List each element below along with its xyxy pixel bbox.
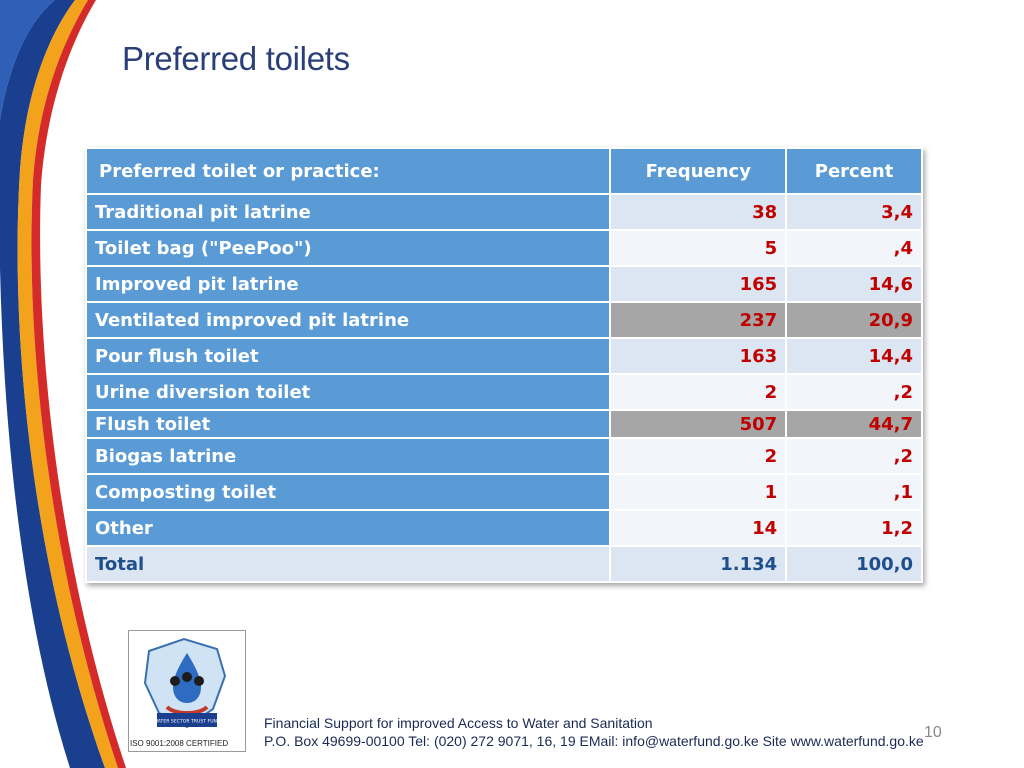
row-frequency: 237 <box>609 301 788 339</box>
row-label: Flush toilet <box>84 409 612 439</box>
table-row-highlighted: Flush toilet 507 44,7 <box>84 409 923 439</box>
row-label: Pour flush toilet <box>84 337 612 375</box>
row-label: Improved pit latrine <box>84 265 612 303</box>
row-label: Ventilated improved pit latrine <box>84 301 612 339</box>
table-row: Toilet bag ("PeePoo") 5 ,4 <box>84 229 923 267</box>
row-percent: 1,2 <box>785 509 923 547</box>
total-frequency: 1.134 <box>609 545 788 583</box>
iso-certified-caption: ISO 9001:2008 CERTIFIED <box>130 739 229 748</box>
row-percent: ,2 <box>785 373 923 411</box>
row-label: Other <box>84 509 612 547</box>
row-label: Biogas latrine <box>84 437 612 475</box>
row-frequency: 2 <box>609 437 788 475</box>
row-percent: 14,4 <box>785 337 923 375</box>
footer-contact: P.O. Box 49699-00100 Tel: (020) 272 9071… <box>264 733 924 749</box>
row-percent: ,1 <box>785 473 923 511</box>
logo-emblem: WATER SECTOR TRUST FUND <box>143 637 227 729</box>
row-frequency: 507 <box>609 409 788 439</box>
table-row: Traditional pit latrine 38 3,4 <box>84 193 923 231</box>
row-percent: ,4 <box>785 229 923 267</box>
page-number: 10 <box>924 724 942 741</box>
decorative-stripes <box>0 0 126 768</box>
row-percent: 20,9 <box>785 301 923 339</box>
row-frequency: 14 <box>609 509 788 547</box>
row-percent: 3,4 <box>785 193 923 231</box>
table-row: Urine diversion toilet 2 ,2 <box>84 373 923 411</box>
row-frequency: 5 <box>609 229 788 267</box>
page-title: Preferred toilets <box>122 40 350 77</box>
row-frequency: 38 <box>609 193 788 231</box>
header-preferred-toilet: Preferred toilet or practice: <box>84 147 612 195</box>
table-row: Other 14 1,2 <box>84 509 923 547</box>
header-frequency: Frequency <box>609 147 788 195</box>
header-percent: Percent <box>785 147 923 195</box>
row-label: Composting toilet <box>84 473 612 511</box>
preferred-toilets-table: Preferred toilet or practice: Frequency … <box>84 147 923 583</box>
total-label: Total <box>84 545 612 583</box>
row-percent: ,2 <box>785 437 923 475</box>
row-frequency: 1 <box>609 473 788 511</box>
water-sector-trust-fund-logo: WATER SECTOR TRUST FUND <box>128 630 246 752</box>
row-frequency: 165 <box>609 265 788 303</box>
table-row-highlighted: Ventilated improved pit latrine 237 20,9 <box>84 301 923 339</box>
row-percent: 44,7 <box>785 409 923 439</box>
total-percent: 100,0 <box>785 545 923 583</box>
logo-badge-text: WATER SECTOR TRUST FUND <box>153 719 221 725</box>
row-frequency: 163 <box>609 337 788 375</box>
table-row: Improved pit latrine 165 14,6 <box>84 265 923 303</box>
table-header-row: Preferred toilet or practice: Frequency … <box>84 147 923 195</box>
row-label: Traditional pit latrine <box>84 193 612 231</box>
table-total-row: Total 1.134 100,0 <box>84 545 923 583</box>
row-percent: 14,6 <box>785 265 923 303</box>
row-frequency: 2 <box>609 373 788 411</box>
table-row: Pour flush toilet 163 14,4 <box>84 337 923 375</box>
table-row: Biogas latrine 2 ,2 <box>84 437 923 475</box>
table-row: Composting toilet 1 ,1 <box>84 473 923 511</box>
row-label: Urine diversion toilet <box>84 373 612 411</box>
footer-tagline: Financial Support for improved Access to… <box>264 715 653 731</box>
row-label: Toilet bag ("PeePoo") <box>84 229 612 267</box>
